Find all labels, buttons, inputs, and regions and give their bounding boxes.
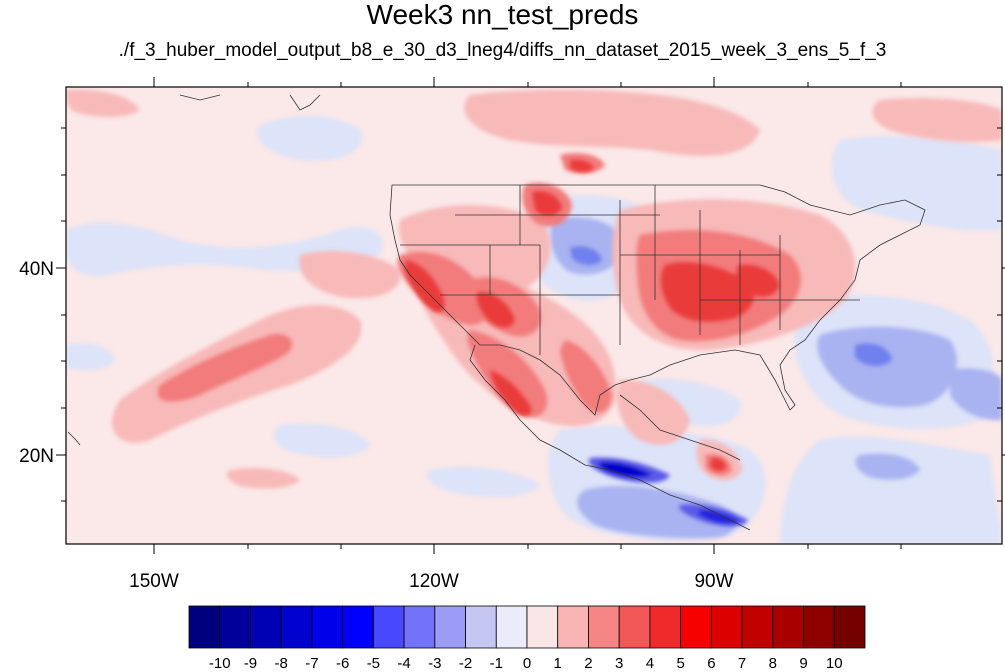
colorbar-label: 6 (707, 655, 715, 672)
strong-positive-areas (405, 159, 780, 471)
lon-label-120w: 120W (409, 571, 459, 592)
colorbar-swatch (342, 605, 374, 649)
colorbar-swatch (280, 605, 313, 649)
colorbar-label: 7 (738, 655, 746, 672)
colorbar-swatch (311, 605, 344, 649)
colorbar-label: 10 (826, 655, 843, 672)
coastlines-and-borders (67, 94, 926, 531)
colorbar-label: -10 (209, 655, 231, 672)
colorbar-swatch (772, 605, 804, 649)
colorbar-label: 8 (769, 655, 777, 672)
colorbar-swatch (833, 605, 866, 649)
colorbar-swatch (710, 605, 743, 649)
colorbar-swatch (649, 605, 682, 649)
colorbar-swatch (557, 605, 589, 649)
lat-label-40n: 40N (19, 259, 54, 280)
colorbar-swatch (403, 605, 436, 649)
colorbar-swatch (434, 605, 466, 649)
colorbar-label: -9 (244, 655, 257, 672)
colorbar-swatch (372, 605, 405, 649)
colorbar-label: -6 (336, 655, 349, 672)
colorbar-swatch (465, 605, 497, 649)
map-plot-area (66, 87, 1002, 544)
map-subtitle: ./f_3_huber_model_output_b8_e_30_d3_lneg… (118, 40, 887, 61)
map-title: Week3 nn_test_preds (366, 0, 639, 30)
colorbar-swatch (188, 605, 221, 649)
colorbar-swatch (526, 605, 559, 649)
colorbar-label: -5 (367, 655, 380, 672)
moderate-negative-areas (550, 217, 1002, 539)
colorbar-label: -3 (428, 655, 441, 672)
colorbar-swatch (219, 605, 251, 649)
colorbar: -10 -9 -8 -7 -6 -5 -4 -3 -2 -1 0 1 2 3 4 5 6 7 8 9 10 (188, 605, 866, 672)
colorbar-swatch (618, 605, 651, 649)
colorbar-label: 5 (676, 655, 684, 672)
axis-ticks (56, 77, 1005, 554)
colorbar-swatch (803, 605, 835, 649)
colorbar-swatch (588, 605, 620, 649)
colorbar-label: -1 (490, 655, 503, 672)
colorbar-label: 1 (554, 655, 562, 672)
colorbar-swatch (680, 605, 712, 649)
colorbar-label: 9 (799, 655, 807, 672)
colorbar-swatch (741, 605, 774, 649)
lon-label-150w: 150W (129, 571, 179, 592)
colorbar-label: -7 (305, 655, 318, 672)
colorbar-label: -8 (275, 655, 288, 672)
colorbar-label: 2 (584, 655, 592, 672)
lon-label-90w: 90W (694, 571, 733, 592)
colorbar-label: -4 (397, 655, 410, 672)
colorbar-swatch (495, 605, 528, 649)
colorbar-swatch (250, 605, 282, 649)
colorbar-label: 4 (646, 655, 654, 672)
lat-label-20n: 20N (19, 446, 54, 467)
colorbar-label: 0 (523, 655, 531, 672)
colorbar-label: 3 (615, 655, 623, 672)
colorbar-label: -2 (459, 655, 472, 672)
